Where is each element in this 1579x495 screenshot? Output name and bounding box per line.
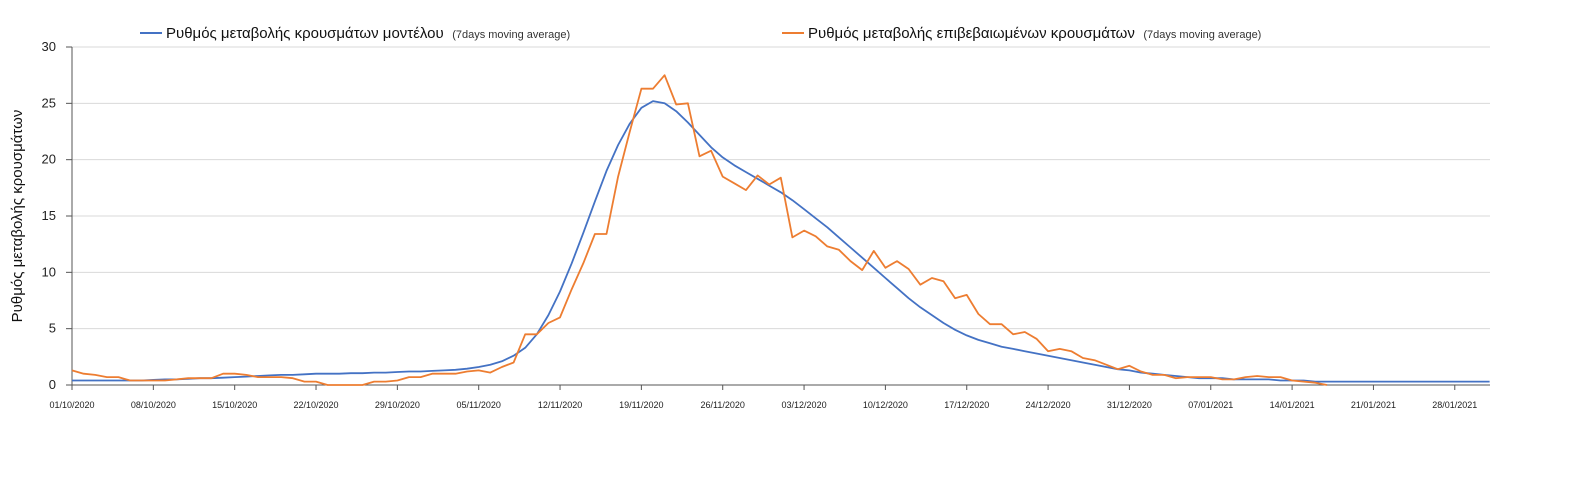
y-tick-label: 20 — [42, 152, 56, 167]
x-tick-label: 19/11/2020 — [619, 400, 663, 410]
x-tick-label: 03/12/2020 — [782, 400, 827, 410]
y-tick-label: 10 — [42, 264, 56, 279]
x-tick-label: 21/01/2021 — [1351, 400, 1396, 410]
y-tick-label: 15 — [42, 208, 56, 223]
gridlines — [72, 46, 1490, 330]
series-line-confirmed — [71, 74, 1328, 386]
x-tick-label: 31/12/2020 — [1107, 400, 1152, 410]
x-tick-label: 15/10/2020 — [212, 400, 257, 410]
x-tick-label: 26/11/2020 — [701, 400, 745, 410]
x-tick-label: 12/11/2020 — [538, 400, 582, 410]
x-tick-label: 05/11/2020 — [457, 400, 501, 410]
x-tick-label: 08/10/2020 — [131, 400, 176, 410]
x-tick-label: 17/12/2020 — [944, 400, 989, 410]
y-tick-label: 0 — [49, 377, 56, 392]
x-tick-label: 29/10/2020 — [375, 400, 420, 410]
series-lines — [71, 74, 1490, 386]
x-tick-label: 24/12/2020 — [1026, 400, 1071, 410]
legend: Ρυθμός μεταβολής κρουσμάτων μοντέλου (7d… — [140, 25, 1261, 42]
axes: 0 5 10 15 20 25 30 01/10/2020 08/10/2020 15/10/20… — [42, 39, 1490, 410]
y-tick-label: 25 — [42, 95, 56, 110]
y-tick-label: 5 — [49, 321, 56, 336]
x-tick-label: 14/01/2021 — [1270, 400, 1315, 410]
legend-label-model: Ρυθμός μεταβολής κρουσμάτων μοντέλου (7d… — [166, 25, 570, 42]
x-tick-label: 01/10/2020 — [49, 400, 94, 410]
x-tick-label: 07/01/2021 — [1188, 400, 1233, 410]
y-axis-title: Ρυθμός μεταβολής κρουσμάτων — [9, 110, 26, 323]
y-tick-label: 30 — [42, 39, 56, 54]
x-tick-label: 28/01/2021 — [1432, 400, 1477, 410]
legend-label-confirmed: Ρυθμός μεταβολής επιβεβαιωμένων κρουσμάτ… — [808, 25, 1261, 42]
x-tick-label: 10/12/2020 — [863, 400, 908, 410]
series-line-model — [72, 100, 1490, 383]
x-tick-label: 22/10/2020 — [293, 400, 338, 410]
